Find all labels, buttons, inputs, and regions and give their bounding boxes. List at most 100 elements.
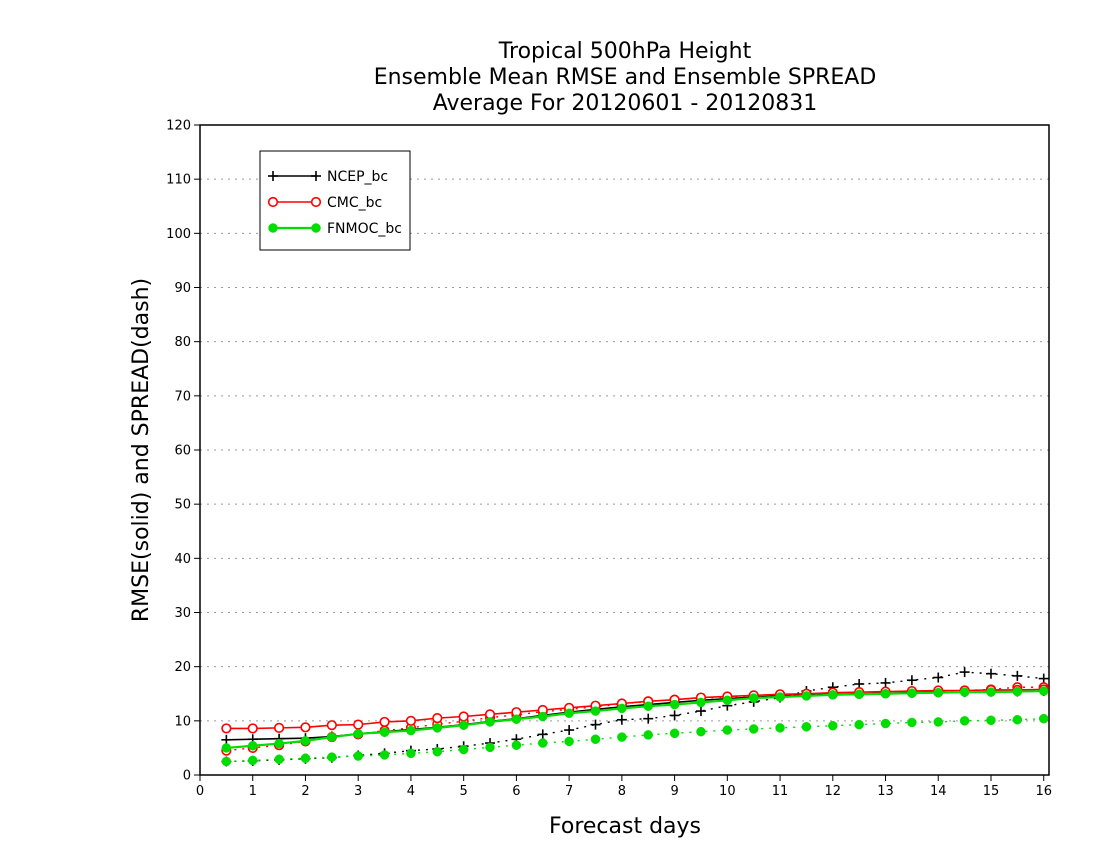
cmc-bc-rmse-point xyxy=(221,723,232,734)
fnmoc-bc-spread-point xyxy=(327,752,337,762)
ncep-bc-spread-point xyxy=(643,713,654,724)
fnmoc-bc-rmse-point xyxy=(247,741,258,751)
fnmoc-bc-spread-point xyxy=(1038,713,1049,724)
fnmoc-bc-rmse-point xyxy=(432,723,443,733)
fnmoc-bc-spread-point xyxy=(986,715,996,726)
ncep-bc-spread-line xyxy=(226,671,1044,763)
y-tick-label: 100 xyxy=(166,227,191,242)
fnmoc-bc-spread-point xyxy=(801,722,812,732)
fnmoc-bc-rmse-point xyxy=(406,725,416,736)
fnmoc-bc-rmse-point xyxy=(511,714,522,724)
fnmoc-bc-rmse-point xyxy=(300,736,311,746)
y-tick-label: 50 xyxy=(174,498,191,513)
y-tick-label: 110 xyxy=(166,173,191,188)
y-tick-label: 80 xyxy=(174,335,191,350)
y-tick-label: 20 xyxy=(174,660,191,675)
cmc-bc-rmse-point xyxy=(458,711,469,722)
fnmoc-bc-spread-point xyxy=(485,742,495,753)
fnmoc-bc-rmse-point xyxy=(880,689,891,699)
fnmoc-bc-rmse-point xyxy=(221,743,232,753)
fnmoc-bc-spread-point xyxy=(458,744,469,755)
fnmoc-bc-rmse-point xyxy=(458,720,469,730)
ncep-bc-legend-marker xyxy=(268,171,278,181)
fnmoc-bc-rmse-point xyxy=(327,732,337,742)
y-axis-ticks: 0 10 20 30 40 50 60 70 80 90 100 110 120 xyxy=(166,119,200,784)
x-tick-label: 4 xyxy=(407,784,415,799)
ncep-bc-spread-point xyxy=(933,672,944,683)
y-axis-label: RMSE(solid) and SPREAD(dash) xyxy=(129,278,154,622)
cmc-bc-rmse-point xyxy=(247,723,258,734)
fnmoc-bc-spread-point xyxy=(511,740,522,750)
ncep-bc-spread-point xyxy=(590,719,601,730)
ncep-bc-legend-marker xyxy=(311,171,321,181)
fnmoc-bc-rmse-point xyxy=(696,697,706,708)
fnmoc-bc-rmse-point xyxy=(1012,686,1023,697)
x-tick-label: 7 xyxy=(565,784,573,799)
fnmoc-bc-rmse-point xyxy=(669,699,680,710)
ncep-bc-spread-point xyxy=(985,668,996,679)
cmc-bc-rmse-point xyxy=(353,719,364,730)
ncep-bc-spread-point xyxy=(880,677,891,688)
series-layer xyxy=(221,667,1049,767)
ncep-bc-spread-point xyxy=(959,667,970,678)
cmc-bc-legend-marker xyxy=(267,196,279,208)
fnmoc-bc-spread-point xyxy=(669,728,680,739)
title-line-1: Tropical 500hPa Height xyxy=(498,39,752,64)
cmc-bc-legend-label: CMC_bc xyxy=(327,195,382,211)
x-tick-label: 14 xyxy=(930,784,947,799)
fnmoc-bc-rmse-point xyxy=(854,689,864,700)
fnmoc-bc-legend-marker xyxy=(268,223,278,233)
fnmoc-bc-rmse-point xyxy=(564,708,574,718)
cmc-bc-rmse-point xyxy=(405,715,417,726)
gridlines xyxy=(200,178,1049,722)
ncep-bc-rmse-line xyxy=(226,690,1044,741)
cmc-bc-rmse-point xyxy=(300,722,311,733)
cmc-bc-rmse-line xyxy=(226,688,1044,730)
x-axis-label: Forecast days xyxy=(549,814,701,839)
fnmoc-bc-spread-point xyxy=(590,734,601,744)
fnmoc-bc-rmse-line xyxy=(226,689,1044,750)
fnmoc-bc-legend-label: FNMOC_bc xyxy=(327,221,402,237)
x-tick-label: 8 xyxy=(618,784,626,799)
fnmoc-bc-rmse-point xyxy=(828,690,838,700)
x-axis-ticks: 0 1 2 3 4 5 6 7 8 9 10 11 12 13 14 15 16 xyxy=(196,775,1052,799)
x-tick-label: 1 xyxy=(249,784,257,799)
fnmoc-bc-rmse-point xyxy=(353,729,363,739)
y-tick-label: 0 xyxy=(183,769,191,784)
fnmoc-bc-spread-point xyxy=(748,724,759,734)
fnmoc-bc-rmse-point xyxy=(617,703,627,714)
ncep-bc-rmse-point xyxy=(221,734,232,745)
fnmoc-bc-spread-point xyxy=(828,720,838,731)
fnmoc-bc-rmse-point xyxy=(986,687,996,697)
ncep-bc-spread-point xyxy=(906,675,917,686)
ncep-bc-spread-point xyxy=(564,725,575,736)
fnmoc-bc-rmse-point xyxy=(959,687,970,697)
ncep-bc-spread-point xyxy=(616,714,627,725)
fnmoc-bc-spread-point xyxy=(353,751,363,761)
fnmoc-bc-rmse-point xyxy=(274,738,284,749)
fnmoc-bc-spread-point xyxy=(696,726,706,737)
fnmoc-bc-spread-point xyxy=(959,716,970,726)
fnmoc-bc-spread-point xyxy=(538,738,548,748)
fnmoc-bc-rmse-point xyxy=(801,691,812,701)
fnmoc-bc-spread-point xyxy=(722,725,733,735)
fnmoc-bc-rmse-point xyxy=(722,695,733,705)
ncep-bc-spread-point xyxy=(669,710,680,721)
fnmoc-bc-rmse-point xyxy=(775,692,785,702)
fnmoc-bc-spread-point xyxy=(379,750,390,760)
fnmoc-bc-rmse-point xyxy=(933,687,944,698)
fnmoc-bc-rmse-point xyxy=(538,711,548,722)
y-tick-label: 60 xyxy=(174,444,191,459)
x-tick-label: 11 xyxy=(772,784,789,799)
x-tick-label: 5 xyxy=(460,784,468,799)
cmc-bc-rmse-point xyxy=(432,713,443,724)
ncep-bc-spread-point xyxy=(1012,670,1023,681)
cmc-bc-rmse-point xyxy=(273,722,285,733)
x-tick-label: 2 xyxy=(301,784,309,799)
cmc-bc-legend-marker xyxy=(310,196,322,208)
x-tick-label: 3 xyxy=(354,784,362,799)
ncep-bc-spread-point xyxy=(537,729,548,740)
fnmoc-bc-rmse-point xyxy=(643,701,653,711)
